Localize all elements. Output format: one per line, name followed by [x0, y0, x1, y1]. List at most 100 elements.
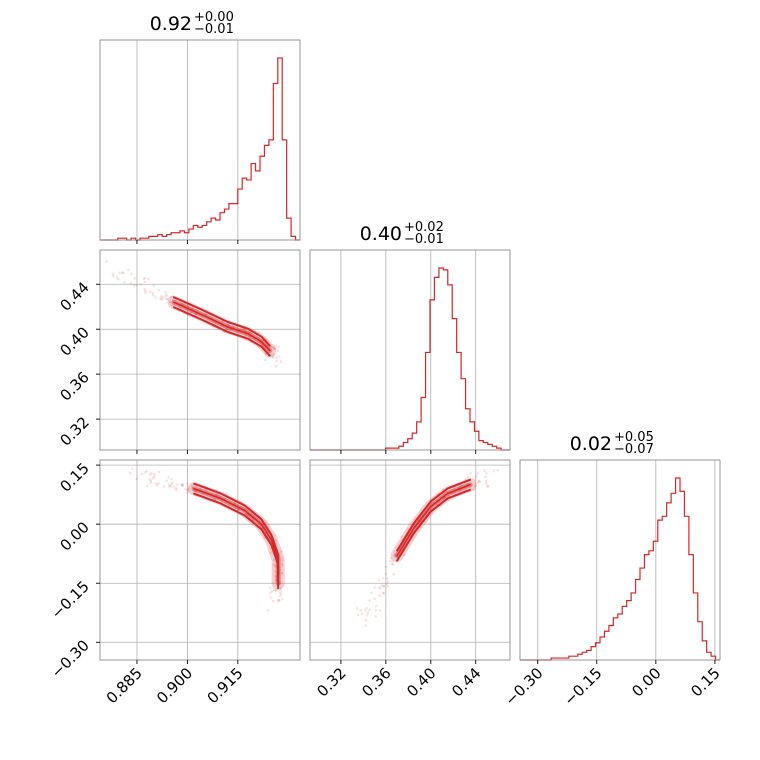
sample-point: [270, 345, 274, 349]
sample-point: [258, 341, 262, 345]
sample-point: [272, 588, 276, 592]
sample-point: [188, 487, 191, 490]
sample-point: [172, 485, 176, 489]
sample-point: [274, 565, 277, 568]
sample-point: [373, 586, 376, 589]
sample-point: [446, 494, 450, 498]
x-tick-label: 0.32: [313, 664, 349, 700]
sample-point: [237, 508, 241, 512]
sample-point: [143, 276, 147, 280]
sample-point: [129, 471, 132, 475]
x-tick-label: 0.915: [204, 664, 247, 707]
sample-point: [269, 596, 273, 600]
sample-point: [228, 328, 231, 332]
param-title-upper-error: +0.00: [194, 10, 234, 25]
density-panel-0-1: 0.32 0.36 0.40 0.44: [56, 249, 301, 454]
sample-point: [264, 358, 267, 362]
sample-point: [275, 575, 278, 579]
sample-point: [252, 514, 255, 517]
x-tick-label: 0.15: [687, 664, 723, 700]
sample-point: [276, 349, 280, 353]
sample-point: [279, 586, 282, 590]
sample-point: [237, 508, 240, 512]
sample-point: [187, 489, 191, 493]
sample-point: [123, 281, 126, 284]
sample-point: [400, 535, 404, 539]
sample-point: [273, 347, 277, 351]
sample-point: [161, 296, 165, 299]
sample-point: [243, 329, 246, 333]
sample-point: [375, 604, 378, 608]
sample-point: [274, 574, 278, 578]
sample-point: [157, 470, 161, 473]
sample-point: [181, 483, 184, 486]
sample-point: [366, 611, 370, 614]
sample-point: [115, 275, 119, 279]
sample-scatter: [355, 469, 499, 627]
sample-point: [274, 539, 278, 542]
param-title-lower-error: −0.07: [614, 442, 654, 457]
sample-point: [355, 607, 359, 610]
sample-point: [273, 347, 276, 351]
sample-point: [279, 360, 283, 363]
sample-point: [248, 331, 251, 334]
sample-point: [365, 606, 369, 610]
sample-point: [147, 477, 151, 481]
sample-point: [364, 618, 368, 622]
sample-point: [198, 487, 202, 490]
y-tick-label: −0.15: [48, 577, 93, 622]
param-title-value: 0.92: [150, 13, 192, 35]
panel-border: [99, 39, 301, 241]
sample-point: [172, 298, 175, 301]
sample-point: [279, 550, 283, 554]
sample-point: [169, 485, 172, 488]
sample-point: [457, 485, 461, 489]
sample-point: [176, 483, 179, 486]
sample-point: [276, 598, 280, 602]
sample-point: [473, 485, 477, 488]
sample-point: [269, 551, 272, 554]
sample-point: [483, 469, 486, 472]
sample-point: [242, 328, 246, 331]
sample-point: [380, 584, 384, 587]
sample-point: [185, 491, 189, 495]
sample-point: [131, 467, 134, 471]
sample-point: [386, 580, 390, 583]
sample-point: [166, 297, 170, 301]
param-title-lower-error: −0.01: [194, 22, 234, 37]
sample-point: [274, 344, 277, 348]
sample-point: [204, 312, 208, 316]
sample-point: [477, 479, 481, 483]
sample-point: [155, 483, 159, 487]
sample-point: [204, 488, 207, 492]
density-panel-0-2: 0.885 0.900 0.915 −0.30 −0.15 0.00 0.15: [48, 459, 301, 707]
sample-point: [116, 277, 120, 281]
x-tick-label: 0.885: [103, 664, 146, 707]
y-tick-label: 0.32: [56, 413, 92, 449]
sample-point: [364, 624, 368, 627]
sample-point: [139, 283, 143, 286]
sample-point: [378, 609, 382, 612]
panel-border: [99, 249, 301, 451]
sample-point: [170, 303, 174, 307]
sample-point: [258, 524, 262, 527]
histogram-panel-2: −0.30 −0.15 0.00 0.15 0.02 +0.05−0.07: [501, 430, 723, 709]
x-tick-label: −0.30: [501, 664, 546, 709]
sample-point: [390, 562, 394, 566]
sample-point: [459, 484, 463, 487]
contour-line-inner: [396, 484, 471, 557]
sample-point: [244, 512, 248, 516]
sample-point: [280, 562, 284, 566]
histogram-step-0: [100, 57, 300, 241]
param-title-lower-error: −0.01: [404, 232, 444, 247]
sample-point: [374, 615, 377, 618]
sample-point: [170, 482, 174, 486]
sample-point: [144, 471, 147, 474]
histogram-panel-0: 0.92 +0.00−0.01: [99, 10, 301, 244]
sample-point: [274, 589, 278, 593]
sample-point: [217, 494, 221, 498]
sample-point: [201, 492, 205, 496]
sample-point: [212, 497, 215, 501]
sample-point: [472, 488, 476, 492]
sample-point: [274, 570, 277, 573]
